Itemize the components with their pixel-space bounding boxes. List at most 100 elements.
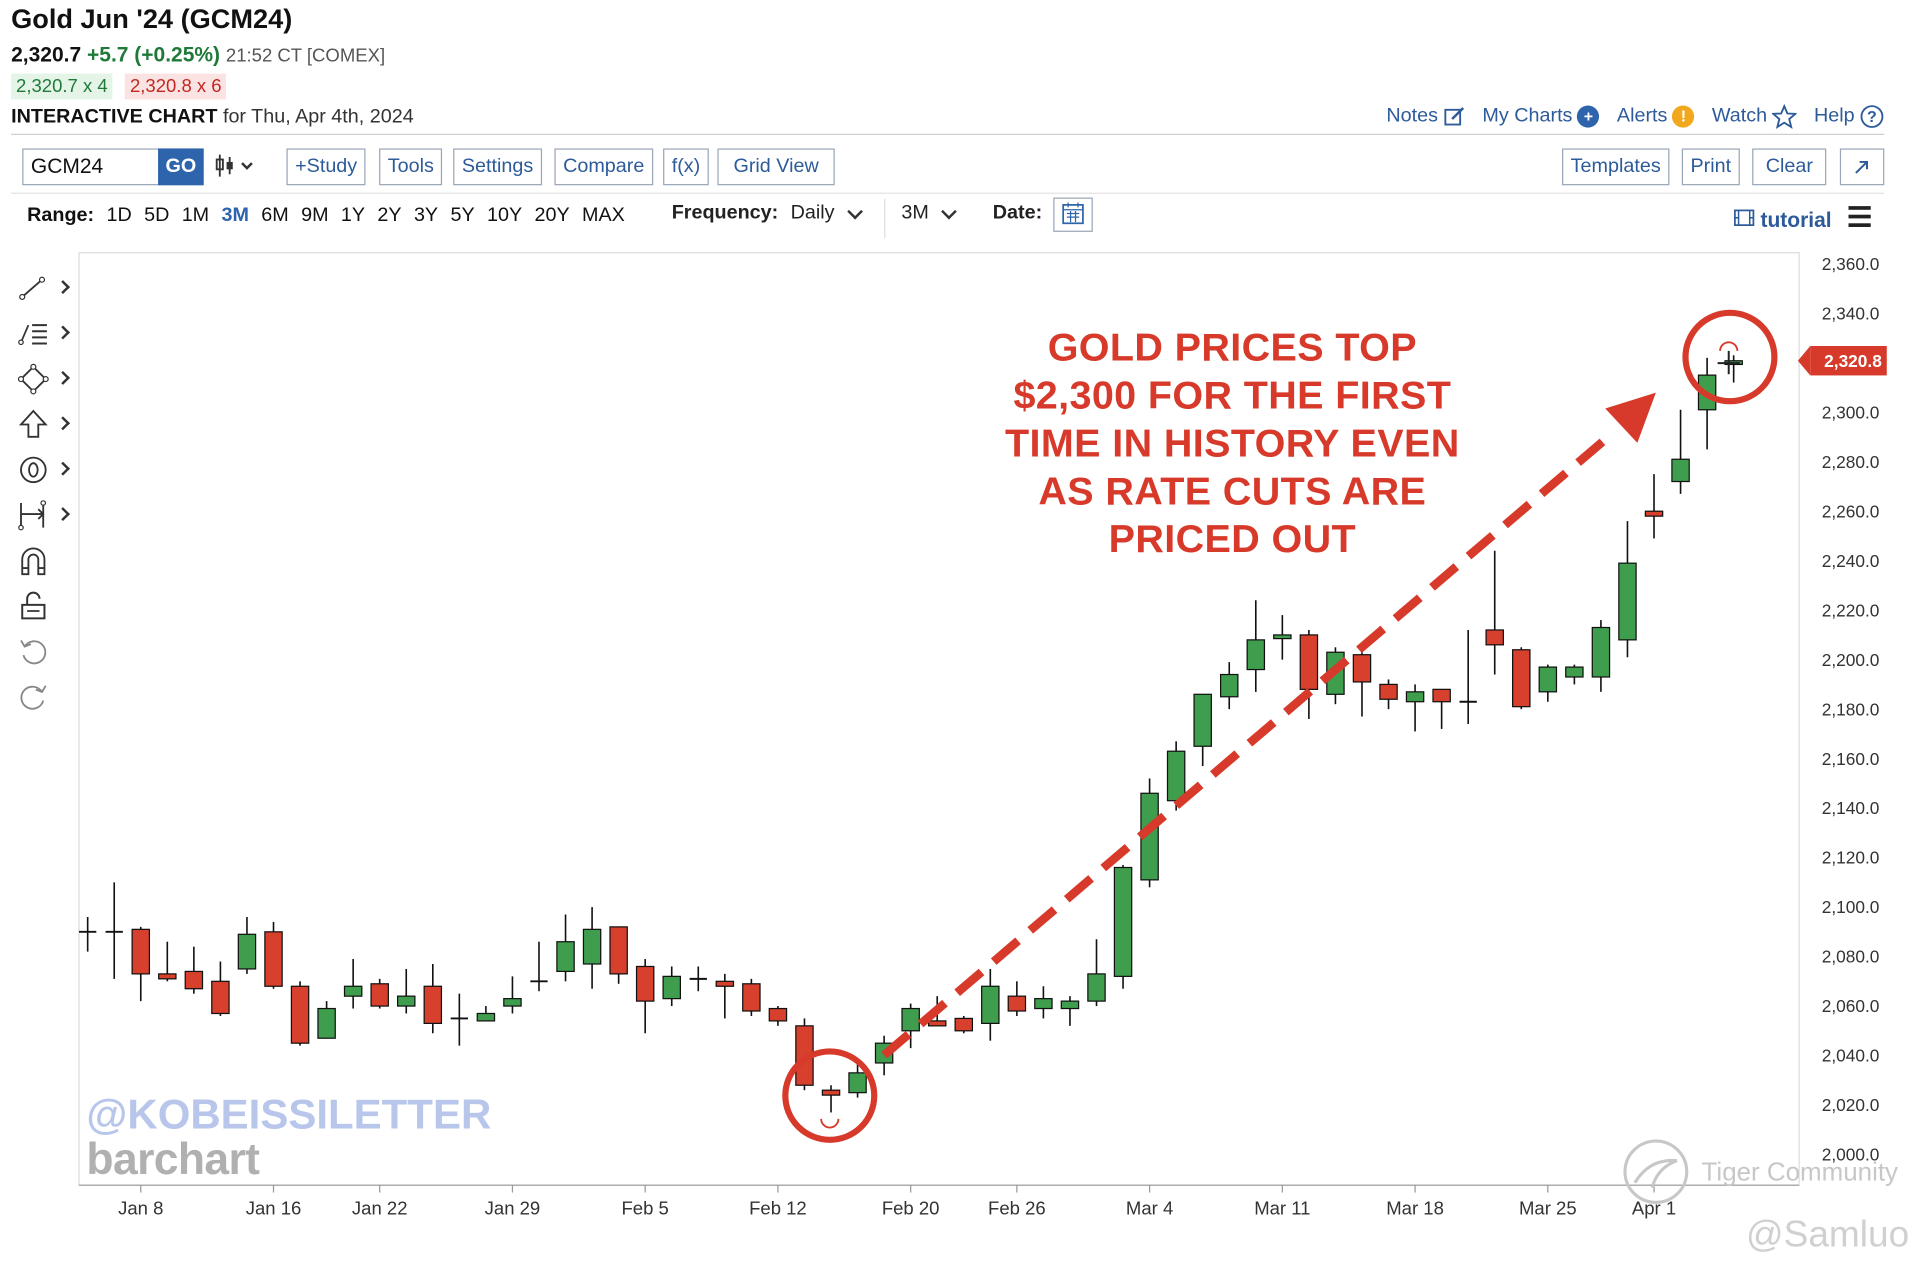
alerts-link[interactable]: Alerts !	[1617, 105, 1695, 128]
notes-link[interactable]: Notes	[1386, 106, 1465, 128]
period-value: 3M	[901, 202, 929, 224]
templates-button[interactable]: Templates	[1562, 148, 1670, 186]
fibonacci-tool[interactable]	[17, 318, 71, 363]
redo-icon	[20, 685, 47, 710]
range-1d[interactable]: 1D	[106, 204, 132, 226]
candle-body	[1007, 995, 1027, 1012]
chart-label: INTERACTIVE CHART	[11, 106, 218, 128]
expand-button[interactable]	[1839, 148, 1885, 186]
range-max[interactable]: MAX	[581, 204, 625, 226]
drawing-toolbar	[17, 272, 71, 726]
range-5d[interactable]: 5D	[144, 204, 170, 226]
range-5y[interactable]: 5Y	[450, 204, 475, 226]
samluo-watermark: @Samluo	[1746, 1214, 1910, 1256]
measure-tool[interactable]	[17, 499, 71, 544]
undo-button[interactable]	[17, 636, 71, 681]
my-charts-link[interactable]: My Charts +	[1482, 105, 1600, 128]
annotation-line-1: GOLD PRICES TOP	[1047, 325, 1417, 370]
candle-body	[927, 1020, 947, 1027]
watch-link[interactable]: Watch	[1712, 104, 1797, 129]
fx-button[interactable]: f(x)	[663, 148, 709, 186]
candle-body	[1113, 866, 1133, 977]
candle-body	[1671, 458, 1690, 483]
menu-icon[interactable]	[1848, 206, 1871, 232]
help-link[interactable]: Help ?	[1814, 104, 1884, 129]
line-tool[interactable]	[17, 272, 71, 317]
low-highlight-circle	[782, 1048, 878, 1143]
candle-body	[1405, 691, 1425, 703]
candle-body	[476, 1012, 496, 1022]
go-button[interactable]: GO	[158, 148, 204, 186]
line-tool-icon	[19, 276, 46, 300]
lock-tool[interactable]	[17, 590, 71, 635]
study-button[interactable]: +Study	[286, 148, 366, 186]
period-dropdown[interactable]: 3M	[901, 202, 958, 224]
x-tick-label: Jan 22	[352, 1198, 408, 1219]
y-tick-label: 2,340.0	[1822, 303, 1880, 323]
alert-icon: !	[1672, 105, 1695, 128]
high-highlight-circle	[1682, 309, 1778, 405]
y-tick-label: 2,140.0	[1822, 798, 1880, 818]
print-button[interactable]: Print	[1681, 148, 1740, 186]
redo-button[interactable]	[17, 681, 71, 726]
range-3m[interactable]: 3M	[221, 204, 249, 226]
frequency-dropdown[interactable]: Frequency: Daily	[672, 202, 863, 224]
candle-body	[1591, 626, 1611, 678]
y-tick-label: 2,020.0	[1822, 1095, 1880, 1115]
edit-icon	[1443, 107, 1464, 126]
range-separator	[884, 198, 886, 239]
y-tick-label: 2,300.0	[1822, 402, 1880, 422]
magnet-tool[interactable]	[17, 545, 71, 590]
candle-body	[981, 985, 1000, 1024]
chart-toolbar: GCM24 GO +Study Tools Settings Compare f…	[22, 148, 1885, 186]
arrow-tool[interactable]	[17, 409, 71, 454]
film-icon	[1734, 209, 1755, 226]
plus-circle-icon: +	[1577, 105, 1600, 128]
quote-time: 21:52 CT [COMEX]	[225, 45, 386, 67]
candle-body	[582, 928, 602, 965]
range-20y[interactable]: 20Y	[534, 204, 570, 226]
x-tick-label: Apr 1	[1632, 1198, 1676, 1219]
clear-button[interactable]: Clear	[1752, 148, 1827, 186]
range-9m[interactable]: 9M	[301, 204, 329, 226]
x-tick-label: Feb 20	[882, 1198, 940, 1219]
annotation-line-4: AS RATE CUTS ARE	[1038, 468, 1427, 513]
frequency-value: Daily	[790, 202, 835, 224]
range-6m[interactable]: 6M	[261, 204, 289, 226]
settings-button[interactable]: Settings	[453, 148, 542, 186]
range-2y[interactable]: 2Y	[377, 204, 402, 226]
label-tool[interactable]	[17, 454, 71, 499]
tools-button[interactable]: Tools	[379, 148, 443, 186]
top-links: Notes My Charts + Alerts ! Watch Help ?	[1386, 104, 1884, 129]
candle-body	[768, 1007, 788, 1022]
notes-label: Notes	[1386, 105, 1438, 127]
chart-type-dropdown[interactable]	[215, 152, 259, 185]
range-1m[interactable]: 1M	[181, 204, 210, 226]
candle-body	[503, 998, 522, 1007]
x-tick-label: Mar 18	[1386, 1198, 1444, 1219]
cursor-arc	[1719, 341, 1739, 351]
tutorial-link[interactable]: tutorial	[1734, 209, 1832, 234]
shape-tool[interactable]	[17, 363, 71, 408]
y-tick-label: 2,360.0	[1822, 254, 1880, 274]
candle-body	[184, 970, 204, 990]
current-price-tag: 2,320.8	[1797, 345, 1887, 376]
candle-body	[370, 983, 389, 1007]
date-label: Date:	[992, 202, 1043, 224]
trend-arrow-line	[881, 429, 1616, 1059]
calendar-button[interactable]	[1053, 197, 1093, 232]
annotation-line-2: $2,300 FOR THE FIRST	[1013, 372, 1452, 418]
y-tick-label: 2,080.0	[1822, 947, 1880, 967]
bid-ask: 2,320.7 x 4 2,320.8 x 6	[11, 73, 227, 100]
grid-view-button[interactable]: Grid View	[717, 148, 835, 186]
compare-button[interactable]: Compare	[554, 148, 653, 186]
candle-body	[1565, 666, 1584, 678]
x-tick-label: Feb 5	[622, 1198, 669, 1219]
y-tick-label: 2,040.0	[1822, 1046, 1880, 1066]
range-10y[interactable]: 10Y	[486, 204, 523, 226]
my-charts-label: My Charts	[1482, 105, 1573, 127]
range-3y[interactable]: 3Y	[413, 204, 439, 226]
y-tick-label: 2,240.0	[1822, 551, 1880, 571]
range-1y[interactable]: 1Y	[340, 204, 366, 226]
